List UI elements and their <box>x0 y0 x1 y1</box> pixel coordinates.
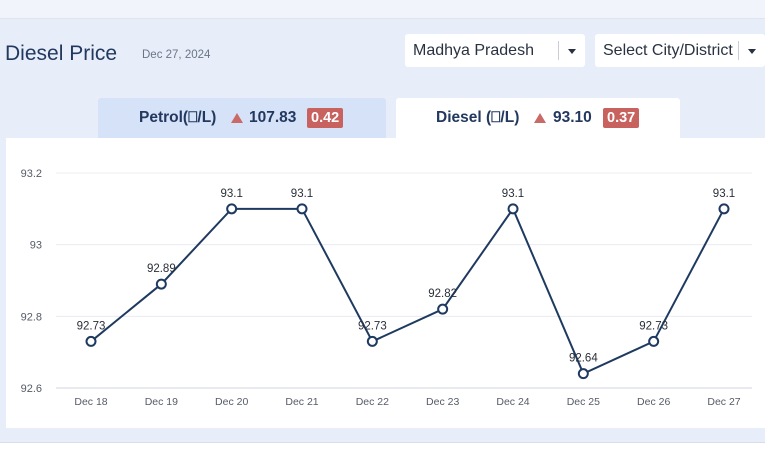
price-chart-card: 92.6 92.8 93 93.2 Dec 18 Dec 19 Dec 20 Dec 21 De… <box>6 138 765 428</box>
series-line <box>90 206 725 376</box>
data-label: 93.1 <box>291 188 313 200</box>
data-point <box>226 203 238 215</box>
tab-petrol[interactable]: Petrol(⎕/L) 107.83 0.42 <box>98 98 386 138</box>
y-tick-label: 93.2 <box>21 168 42 180</box>
data-point <box>437 303 449 315</box>
select-divider <box>738 41 739 60</box>
state-select[interactable]: Madhya Pradesh <box>405 34 585 67</box>
select-divider <box>558 41 559 60</box>
caret-down-icon[interactable] <box>568 49 576 54</box>
data-label: 92.89 <box>147 263 176 275</box>
y-tick-label: 92.8 <box>21 311 42 323</box>
data-label: 93.1 <box>220 188 242 200</box>
data-label: 92.73 <box>358 320 387 332</box>
tab-diesel[interactable]: Diesel (⎕/L) 93.10 0.37 <box>396 98 680 138</box>
data-point <box>366 335 378 347</box>
city-select[interactable]: Select City/District <box>595 34 765 67</box>
x-tick-label: Dec 23 <box>426 396 459 408</box>
y-tick-label: 92.6 <box>21 383 42 395</box>
data-point <box>296 203 308 215</box>
x-tick-label: Dec 26 <box>637 396 670 408</box>
data-point <box>155 278 167 290</box>
x-tick-label: Dec 20 <box>215 396 248 408</box>
tab-petrol-label: Petrol(⎕/L) <box>139 109 217 126</box>
data-point <box>577 368 589 380</box>
top-strip <box>0 0 765 19</box>
price-date: Dec 27, 2024 <box>142 49 211 61</box>
x-tick-label: Dec 22 <box>356 396 389 408</box>
triangle-up-icon <box>231 113 243 123</box>
data-point <box>648 335 660 347</box>
x-tick-label: Dec 18 <box>74 396 107 408</box>
page-title: Diesel Price <box>5 42 118 65</box>
petrol-change-badge: 0.42 <box>307 108 344 128</box>
x-tick-label: Dec 24 <box>496 396 529 408</box>
data-label: 93.1 <box>713 188 735 200</box>
price-line-chart: 92.6 92.8 93 93.2 Dec 18 Dec 19 Dec 20 Dec 21 De… <box>21 168 752 408</box>
bottom-strip <box>0 442 765 459</box>
diesel-change-badge: 0.37 <box>603 108 640 128</box>
x-tick-label: Dec 25 <box>567 396 600 408</box>
data-label: 93.1 <box>502 188 524 200</box>
petrol-price: 107.83 <box>249 109 297 126</box>
data-label: 92.73 <box>639 320 668 332</box>
data-label: 92.64 <box>569 353 598 365</box>
data-point <box>507 203 519 215</box>
city-select-value: Select City/District <box>603 42 733 59</box>
data-label: 92.73 <box>77 320 106 332</box>
data-point <box>85 335 97 347</box>
tab-diesel-label: Diesel (⎕/L) <box>436 109 520 126</box>
data-label: 92.82 <box>428 288 457 300</box>
caret-down-icon[interactable] <box>748 49 756 54</box>
y-tick-label: 93 <box>30 240 42 252</box>
diesel-price: 93.10 <box>553 109 592 126</box>
x-tick-label: Dec 27 <box>707 396 740 408</box>
x-tick-label: Dec 21 <box>285 396 318 408</box>
state-select-value: Madhya Pradesh <box>413 42 534 59</box>
data-point <box>718 203 730 215</box>
x-tick-label: Dec 19 <box>145 396 178 408</box>
triangle-up-icon <box>534 113 546 123</box>
